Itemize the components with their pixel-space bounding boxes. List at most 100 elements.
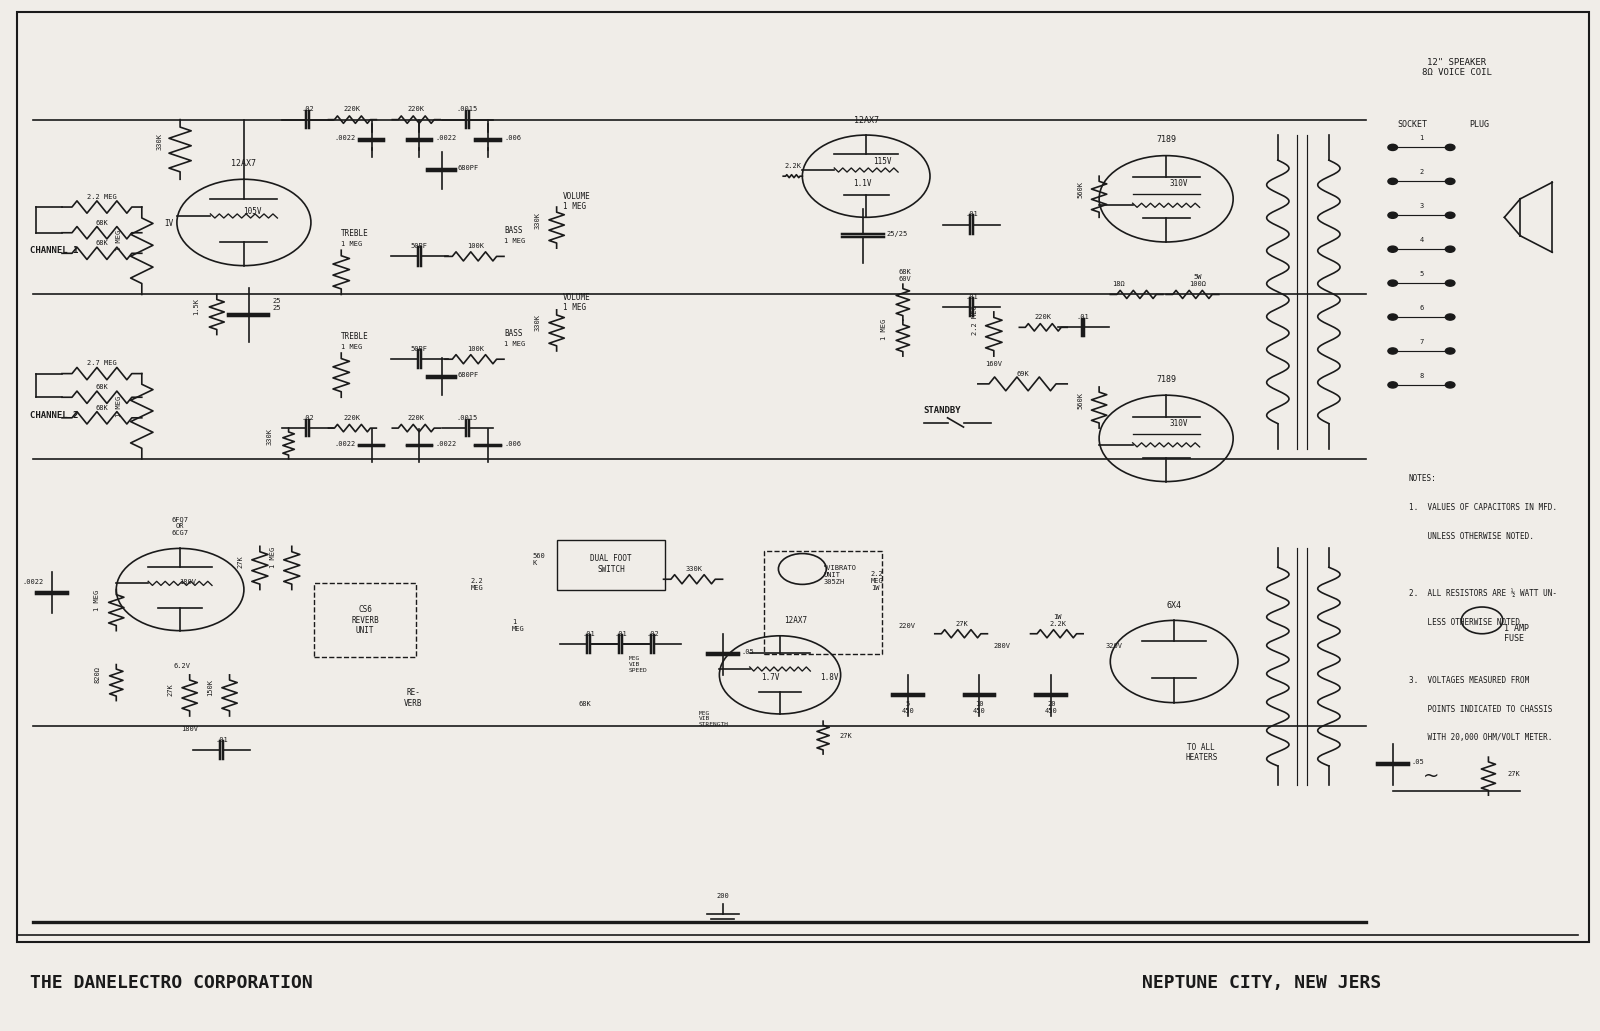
Circle shape — [1387, 381, 1397, 388]
Text: 50PF: 50PF — [411, 346, 427, 352]
Text: 1 MEG: 1 MEG — [117, 396, 123, 417]
Text: 1 MEG: 1 MEG — [563, 303, 586, 311]
Text: .05: .05 — [1411, 759, 1424, 765]
Text: 560K: 560K — [1077, 392, 1083, 408]
Text: 27K: 27K — [168, 684, 173, 696]
Text: .0022: .0022 — [334, 135, 355, 141]
Circle shape — [1445, 347, 1454, 354]
Text: .02: .02 — [646, 631, 659, 637]
Text: RE-
VERB: RE- VERB — [403, 689, 422, 707]
Text: 220K: 220K — [1035, 314, 1051, 320]
Text: 27K: 27K — [238, 555, 243, 568]
Text: THE DANELECTRO CORPORATION: THE DANELECTRO CORPORATION — [30, 974, 314, 993]
Text: 2.  ALL RESISTORS ARE ½ WATT UN-: 2. ALL RESISTORS ARE ½ WATT UN- — [1408, 590, 1557, 599]
Text: 68K: 68K — [96, 220, 109, 226]
Text: 160V: 160V — [986, 362, 1002, 367]
Text: 27K: 27K — [838, 733, 851, 738]
Text: 1 MEG: 1 MEG — [341, 344, 363, 350]
Text: .01: .01 — [965, 294, 978, 300]
Text: .0015: .0015 — [456, 414, 478, 421]
Text: 1 MEG: 1 MEG — [270, 546, 275, 568]
Text: BASS: BASS — [504, 226, 523, 235]
Text: 220K: 220K — [408, 106, 424, 112]
Text: 220K: 220K — [408, 414, 424, 421]
Text: 27K: 27K — [955, 621, 968, 627]
Text: VOLUME: VOLUME — [563, 192, 590, 201]
Text: .006: .006 — [504, 440, 522, 446]
Text: 25
25: 25 25 — [272, 298, 282, 311]
Text: 1 AMP
FUSE: 1 AMP FUSE — [1504, 624, 1530, 643]
Text: 8: 8 — [1419, 373, 1424, 378]
Text: 1.1V: 1.1V — [853, 179, 872, 189]
Text: 27K: 27K — [1507, 770, 1520, 776]
Circle shape — [1387, 144, 1397, 151]
Text: .05: .05 — [742, 650, 755, 656]
Text: 1.8V: 1.8V — [819, 673, 838, 683]
Text: 100K: 100K — [467, 346, 483, 352]
Text: 320V: 320V — [1106, 643, 1123, 650]
Text: 1 MEG: 1 MEG — [117, 230, 123, 252]
Circle shape — [1445, 280, 1454, 287]
Text: 2.2K: 2.2K — [784, 163, 802, 169]
Text: 25/25: 25/25 — [886, 231, 909, 237]
Text: 1 MEG: 1 MEG — [880, 319, 886, 339]
Text: CHANNEL 1: CHANNEL 1 — [30, 246, 78, 256]
Circle shape — [1387, 212, 1397, 219]
Text: 310V: 310V — [1170, 419, 1189, 428]
Text: 820Ω: 820Ω — [94, 666, 101, 684]
Text: 12AX7: 12AX7 — [854, 115, 878, 125]
Text: 5: 5 — [1419, 271, 1424, 277]
Circle shape — [1445, 144, 1454, 151]
Circle shape — [1445, 381, 1454, 388]
Text: 310V: 310V — [1170, 179, 1189, 189]
Text: 7: 7 — [1419, 339, 1424, 344]
Text: 68K: 68K — [96, 384, 109, 390]
Text: 68K: 68K — [579, 701, 592, 706]
Text: 50PF: 50PF — [411, 243, 427, 250]
Circle shape — [1445, 178, 1454, 185]
Text: BASS: BASS — [504, 329, 523, 337]
Text: 1 MEG: 1 MEG — [341, 241, 363, 247]
Text: 1 MEG: 1 MEG — [504, 341, 525, 346]
Text: CHANNEL 2: CHANNEL 2 — [30, 410, 78, 420]
Text: 330K: 330K — [157, 133, 162, 151]
Text: 5
450: 5 450 — [901, 701, 914, 713]
Circle shape — [1445, 314, 1454, 321]
Text: ~: ~ — [1422, 767, 1438, 786]
Text: .0022: .0022 — [435, 440, 456, 446]
Text: 1 MEG: 1 MEG — [504, 238, 525, 244]
Text: 150K: 150K — [208, 679, 213, 696]
Text: 115V: 115V — [874, 157, 891, 166]
Text: SOCKET: SOCKET — [1397, 120, 1427, 129]
Text: 18Ω: 18Ω — [1112, 281, 1125, 288]
Text: 1.5K: 1.5K — [194, 298, 198, 314]
Text: MEG
VIB
SPEED: MEG VIB SPEED — [629, 656, 646, 673]
Text: 105V: 105V — [243, 207, 261, 217]
Text: 3.  VOLTAGES MEASURED FROM: 3. VOLTAGES MEASURED FROM — [1408, 676, 1530, 685]
Text: 6X4: 6X4 — [1166, 601, 1182, 610]
Circle shape — [1445, 246, 1454, 253]
Text: 1: 1 — [1419, 135, 1424, 141]
Text: 220K: 220K — [344, 414, 362, 421]
Circle shape — [1445, 212, 1454, 219]
Text: .01: .01 — [1077, 314, 1090, 320]
Text: 1 MEG: 1 MEG — [563, 202, 586, 211]
Text: PLUG: PLUG — [1469, 120, 1490, 129]
Text: 12" SPEAKER
8Ω VOICE COIL: 12" SPEAKER 8Ω VOICE COIL — [1421, 58, 1491, 77]
Text: .02: .02 — [301, 414, 314, 421]
Text: 12AX7: 12AX7 — [232, 159, 256, 168]
Circle shape — [1387, 314, 1397, 321]
Text: .01: .01 — [965, 211, 978, 218]
Text: 6.2V: 6.2V — [174, 663, 190, 669]
Text: 330K: 330K — [267, 428, 272, 444]
Text: 2.2
MEG: 2.2 MEG — [470, 577, 483, 591]
Text: NOTES:: NOTES: — [1408, 474, 1437, 484]
Text: 560K: 560K — [1077, 180, 1083, 198]
Text: 1 MEG: 1 MEG — [94, 590, 101, 611]
Text: NEPTUNE CITY, NEW JERS: NEPTUNE CITY, NEW JERS — [1142, 974, 1381, 993]
Text: UNLESS OTHERWISE NOTED.: UNLESS OTHERWISE NOTED. — [1408, 532, 1533, 541]
Text: POINTS INDICATED TO CHASSIS: POINTS INDICATED TO CHASSIS — [1408, 705, 1552, 713]
Text: 6FQ7
OR
6CG7: 6FQ7 OR 6CG7 — [171, 517, 189, 536]
Text: DUAL FOOT
SWITCH: DUAL FOOT SWITCH — [590, 554, 632, 573]
Text: 1W
2.2K: 1W 2.2K — [1050, 613, 1066, 627]
